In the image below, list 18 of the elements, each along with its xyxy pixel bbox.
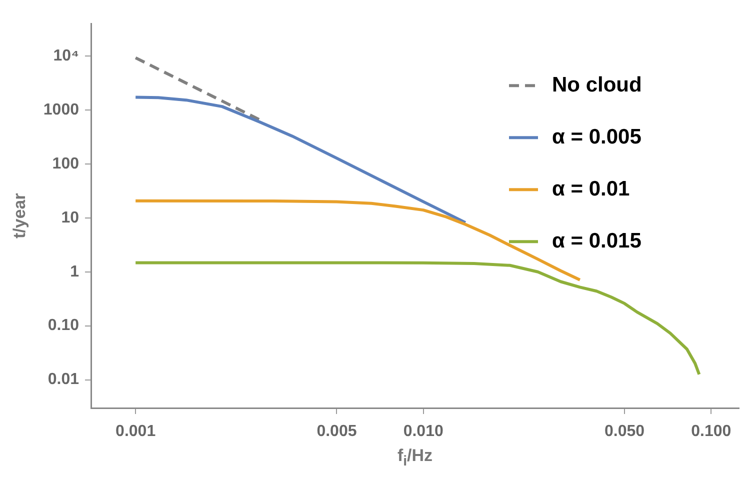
- x-axis-title: f$_{i}$/Hz: [396, 446, 434, 470]
- y-tick-label: 0.10: [48, 317, 80, 334]
- y-tick-label: 1000: [43, 101, 80, 118]
- x-tick-label: 0.005: [316, 423, 357, 440]
- x-tick-label: 0.010: [403, 423, 444, 440]
- legend-label: No cloud: [552, 73, 642, 96]
- y-tick-label: 100: [52, 155, 80, 172]
- y-tick-label: 0.01: [48, 371, 80, 388]
- x-tick-label: 0.001: [116, 423, 156, 440]
- legend-label: α = 0.01: [552, 177, 630, 200]
- y-tick-label: 10⁴: [53, 47, 80, 64]
- x-tick-label: 0.100: [691, 423, 732, 440]
- y-tick-label: 1: [70, 263, 80, 280]
- legend-label: α = 0.005: [552, 125, 642, 148]
- y-axis-title: t/year: [10, 192, 29, 238]
- legend-label: α = 0.015: [552, 229, 642, 252]
- y-tick-label: 10: [61, 209, 80, 226]
- x-tick-label: 0.050: [604, 423, 645, 440]
